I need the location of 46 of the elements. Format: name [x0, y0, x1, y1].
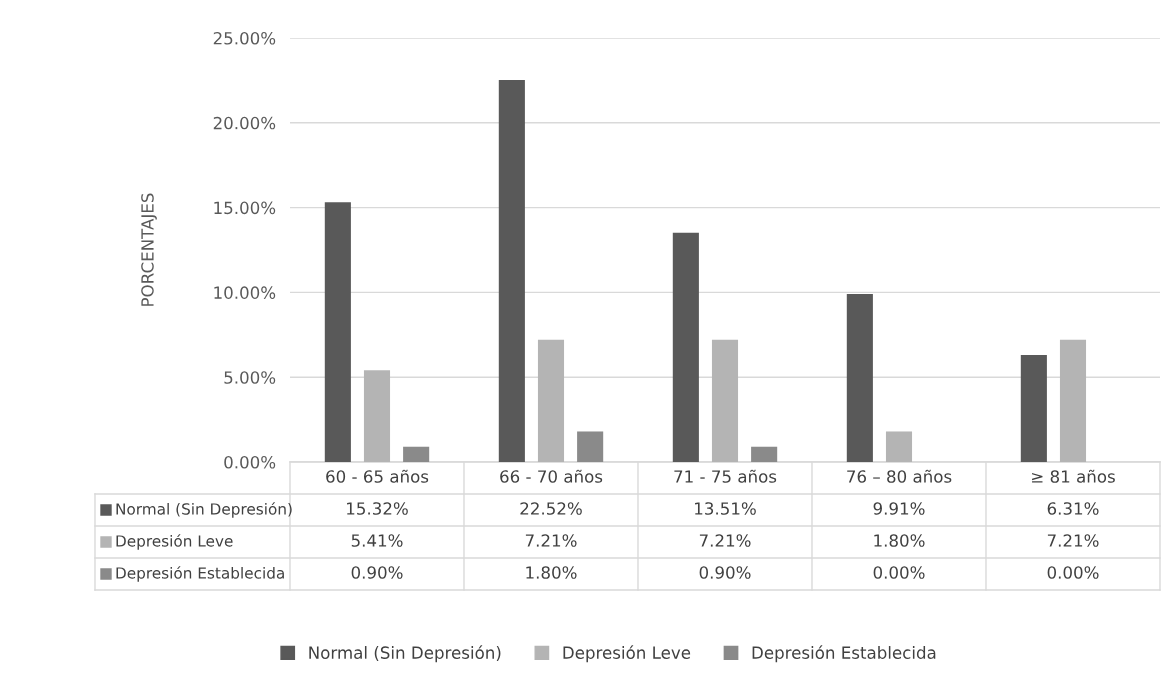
x-tick-label: 76 – 80 años [847, 469, 952, 483]
bar [498, 80, 525, 462]
data-label: 0.00% [873, 566, 925, 579]
x-tick-label: 60 - 65 años [326, 469, 429, 483]
data-label: 13.51% [695, 502, 756, 515]
y-tick-label: 5.00% [224, 371, 276, 384]
bar [324, 202, 351, 462]
data-label: 6.31% [1047, 502, 1099, 515]
data-label: 7.21% [699, 534, 751, 547]
data-label: 5.41% [351, 534, 403, 547]
text: Normal (Sin Depresión) [309, 645, 501, 663]
data-label: 9.91% [873, 502, 925, 515]
y-tick-label: 15.00% [214, 201, 276, 215]
bar [363, 370, 391, 462]
y-tick-label: 20.00% [213, 116, 276, 130]
data-label: 7.21% [1047, 534, 1099, 547]
bar [577, 431, 604, 462]
x-tick-label: 66 - 70 años [500, 469, 603, 483]
legend-label: Normal (Sin Depresión) [116, 502, 292, 518]
bar [672, 232, 699, 462]
data-label: 0.00% [1047, 566, 1099, 579]
bar [751, 446, 778, 462]
data-label: 0.90% [351, 566, 403, 579]
y-tick-label: 0.00% [224, 455, 276, 469]
data-label: 1.80% [874, 534, 925, 547]
y-axis-title: PORCENTAJES [141, 193, 157, 306]
bar [885, 431, 913, 462]
bar [537, 339, 565, 462]
bar [403, 446, 430, 462]
legend-label: Depresión Establecida [116, 566, 284, 582]
bar [846, 293, 873, 462]
text: Depresión Establecida [752, 645, 936, 663]
bar [711, 339, 739, 462]
data-label: 15.32% [347, 502, 408, 515]
y-tick-label: 10.00% [214, 286, 276, 299]
x-tick-label: 71 - 75 años [674, 469, 777, 483]
y-tick-label: 25.00% [213, 31, 276, 45]
legend-label: Depresión Leve [116, 534, 233, 550]
x-tick-label: ≥ 81 años [1032, 469, 1115, 483]
bar [1059, 339, 1087, 462]
data-label: 1.80% [526, 566, 577, 579]
bar [1020, 354, 1047, 462]
data-label: 7.21% [525, 534, 577, 547]
text: Depresión Leve [563, 645, 691, 663]
data-label: 0.90% [699, 566, 751, 579]
data-label: 22.52% [520, 502, 582, 515]
